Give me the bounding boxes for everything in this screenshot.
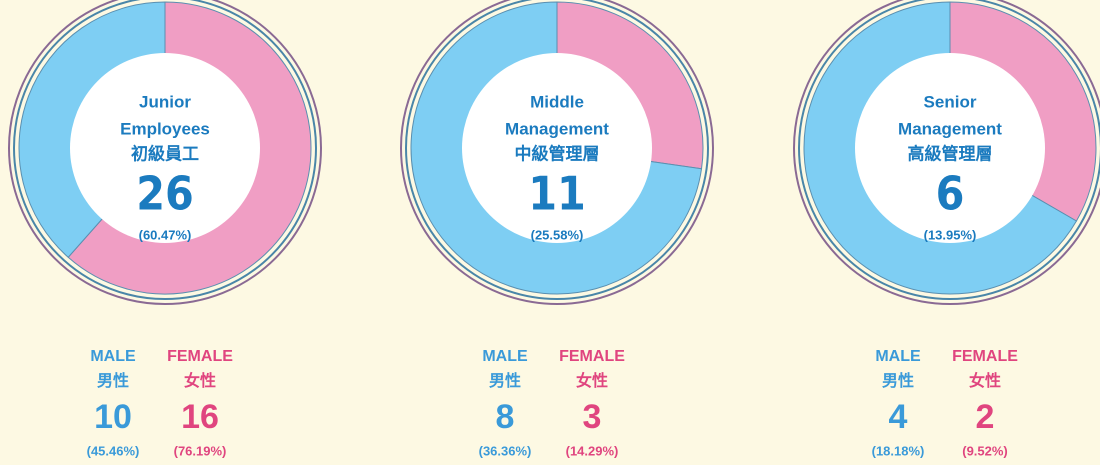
category-label: FEMALE [952, 348, 1018, 365]
share: (60.47%) [139, 227, 192, 242]
donut-hole [70, 53, 260, 243]
count: 4 [889, 398, 908, 436]
chart-title: Middle [530, 92, 584, 111]
donut-hole [462, 53, 652, 243]
count: 3 [583, 398, 602, 436]
chart-title: Management [505, 119, 609, 138]
inner-ring [13, 0, 317, 300]
percentage: (18.18%) [872, 443, 925, 458]
category-label-zh: 女性 [184, 371, 216, 390]
percentage: (76.19%) [174, 443, 227, 458]
chart-subtitle: 中級管理層 [515, 143, 600, 163]
category-label: MALE [875, 348, 921, 365]
category-label-zh: 女性 [576, 371, 608, 390]
count: 16 [181, 398, 219, 436]
chart-title: Senior [924, 92, 977, 111]
total: 11 [528, 167, 586, 221]
inner-ring [405, 0, 709, 300]
percentage: (9.52%) [962, 443, 1008, 458]
chart-title: Management [898, 119, 1002, 138]
count: 2 [976, 398, 995, 436]
category-label-zh: 男性 [489, 371, 521, 390]
category-label: MALE [482, 348, 528, 365]
percentage: (45.46%) [87, 443, 140, 458]
category-label: FEMALE [167, 348, 233, 365]
chart-subtitle: 高級管理層 [908, 143, 993, 163]
chart-subtitle: 初級員工 [131, 143, 199, 163]
count: 10 [94, 398, 132, 436]
total: 6 [936, 167, 965, 221]
share: (13.95%) [924, 227, 977, 242]
percentage: (14.29%) [566, 443, 619, 458]
category-label: FEMALE [559, 348, 625, 365]
count: 8 [496, 398, 515, 436]
total: 26 [136, 167, 194, 221]
chart-title: Junior [139, 92, 191, 111]
category-label-zh: 女性 [969, 371, 1001, 390]
donut-hole [855, 53, 1045, 243]
outer-ring [8, 0, 322, 305]
outer-ring [400, 0, 714, 305]
category-label-zh: 男性 [882, 371, 914, 390]
category-label: MALE [90, 348, 136, 365]
chart-title: Employees [120, 119, 210, 138]
percentage: (36.36%) [479, 443, 532, 458]
inner-ring [798, 0, 1100, 300]
share: (25.58%) [531, 227, 584, 242]
category-label-zh: 男性 [97, 371, 129, 390]
outer-ring [793, 0, 1100, 305]
